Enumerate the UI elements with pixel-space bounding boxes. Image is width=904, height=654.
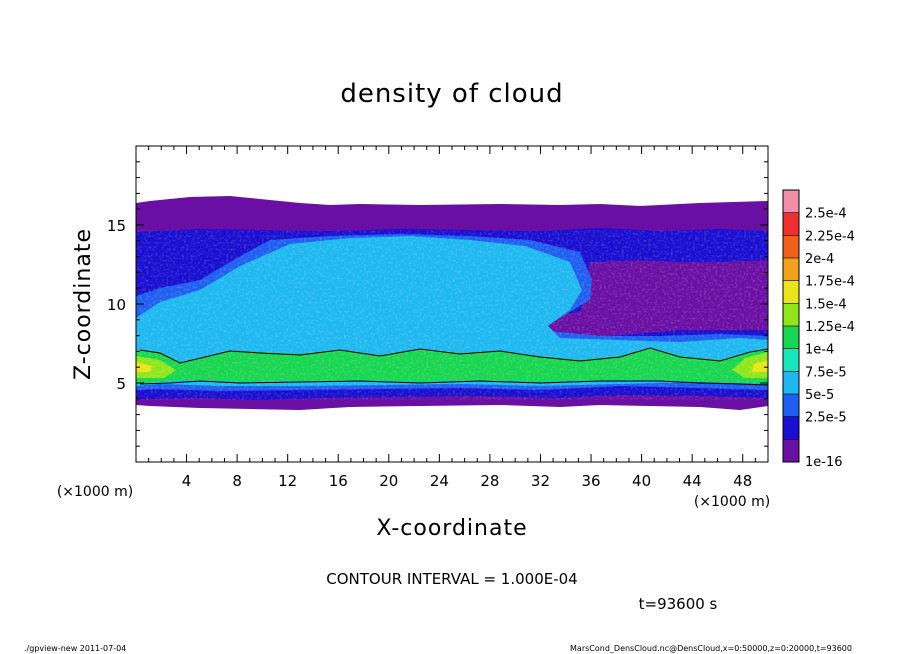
y-tick-label: 5 bbox=[116, 375, 126, 393]
x-tick-label: 28 bbox=[480, 472, 499, 490]
colorbar-swatch bbox=[783, 394, 799, 417]
x-tick-label: 16 bbox=[329, 472, 348, 490]
contour-line bbox=[139, 347, 768, 364]
footer-right: MarsCond_DensCloud.nc@DensCloud,x=0:5000… bbox=[570, 644, 852, 653]
colorbar-label: 1.75e-4 bbox=[805, 275, 855, 290]
y-tick-label: 15 bbox=[107, 217, 126, 235]
x-tick-label: 36 bbox=[581, 472, 600, 490]
x-axis: 4 8 12 16 20 24 28 32 36 40 44 48 bbox=[148, 146, 756, 490]
x-tick-label: 32 bbox=[531, 472, 550, 490]
colorbar-label: 1e-16 bbox=[805, 455, 843, 470]
contour-line bbox=[139, 380, 768, 386]
x-tick-label: 12 bbox=[278, 472, 297, 490]
colorbar-swatch bbox=[783, 348, 799, 372]
colorbar-label: 1e-4 bbox=[805, 343, 834, 358]
colorbar: 1e-16 2.5e-5 5e-5 7.5e-5 1e-4 1.25e-4 1.5e-4 1.… bbox=[782, 189, 855, 470]
y-axis: 5 10 15 bbox=[107, 161, 768, 447]
colorbar-swatch bbox=[783, 416, 799, 440]
x-tick-label: 20 bbox=[379, 472, 398, 490]
heatmap-texture bbox=[136, 230, 768, 400]
x-axis-unit: (×1000 m) bbox=[694, 494, 770, 510]
colorbar-label: 7.5e-5 bbox=[805, 365, 847, 380]
colorbar-swatch bbox=[783, 326, 799, 349]
colorbar-swatch bbox=[783, 439, 799, 462]
x-tick-label: 40 bbox=[632, 472, 651, 490]
colorbar-swatch bbox=[783, 235, 799, 258]
chart-title: density of cloud bbox=[340, 79, 563, 109]
x-axis-label: X-coordinate bbox=[376, 516, 527, 541]
colorbar-label: 2.25e-4 bbox=[805, 229, 855, 244]
footer-left: ./gpview-new 2011-07-04 bbox=[24, 644, 126, 653]
colorbar-label: 2.5e-5 bbox=[805, 411, 847, 426]
y-axis-label: Z-coordinate bbox=[71, 228, 96, 380]
x-tick-label: 4 bbox=[182, 472, 192, 490]
x-tick-label: 48 bbox=[733, 472, 752, 490]
contour-interval-note: CONTOUR INTERVAL = 1.000E-04 bbox=[326, 570, 577, 588]
colorbar-swatch bbox=[783, 190, 799, 213]
y-axis-unit: (×1000 m) bbox=[57, 484, 133, 500]
x-tick-label: 44 bbox=[683, 472, 702, 490]
colorbar-swatch bbox=[783, 371, 799, 394]
colorbar-swatch bbox=[783, 212, 799, 236]
time-label: t=93600 s bbox=[639, 595, 718, 613]
heatmap-field bbox=[136, 196, 768, 410]
colorbar-label: 1.5e-4 bbox=[805, 297, 847, 312]
y-tick-label: 10 bbox=[107, 296, 126, 314]
colorbar-label: 2e-4 bbox=[805, 252, 834, 267]
colorbar-label: 2.5e-4 bbox=[805, 207, 847, 222]
x-tick-label: 24 bbox=[430, 472, 449, 490]
colorbar-label: 1.25e-4 bbox=[805, 320, 855, 335]
colorbar-label: 5e-5 bbox=[805, 388, 834, 403]
colorbar-swatch bbox=[783, 303, 799, 326]
colorbar-swatch bbox=[783, 280, 799, 304]
x-tick-label: 8 bbox=[232, 472, 242, 490]
colorbar-swatch bbox=[783, 258, 799, 281]
